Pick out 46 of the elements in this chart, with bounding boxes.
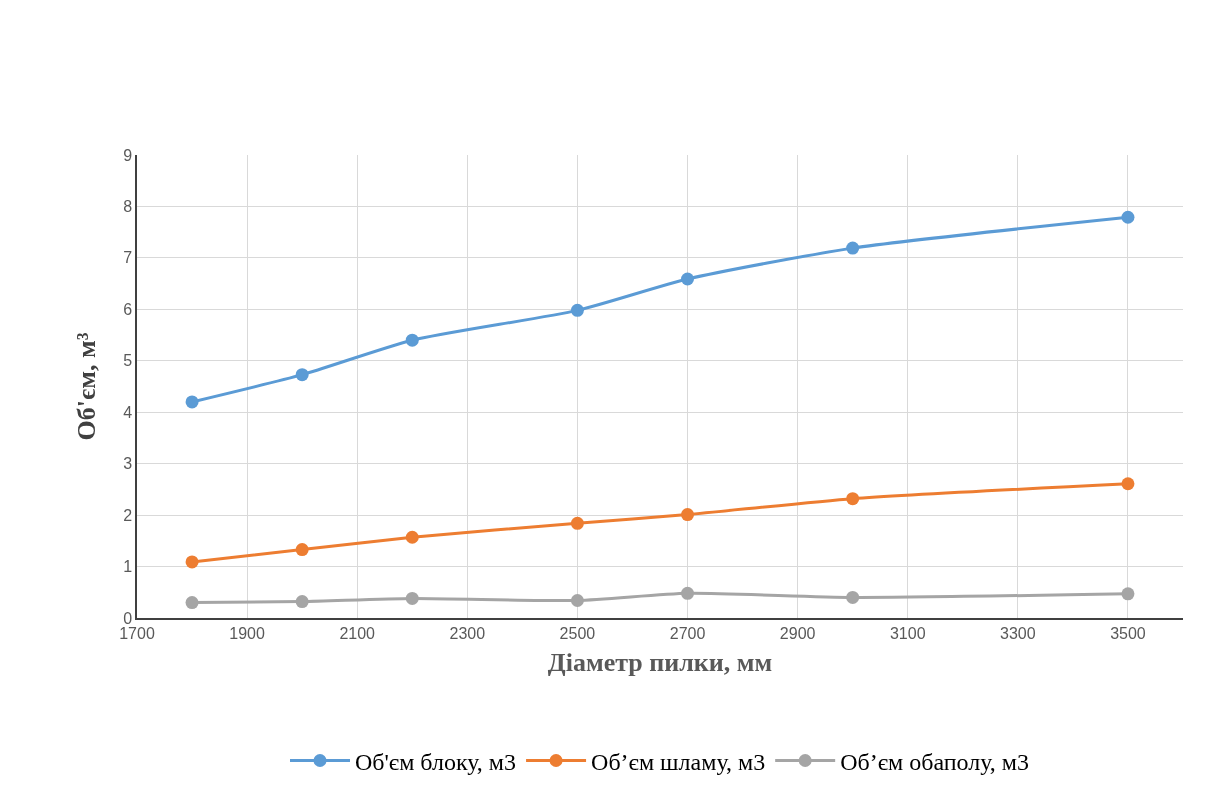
point: [405, 591, 419, 605]
y-tick-label: 3: [123, 455, 133, 473]
y-axis-title: Об'єм, м³: [72, 332, 102, 441]
y-tick-label: 9: [123, 146, 133, 164]
y-tick-label: 0: [123, 609, 133, 627]
point: [570, 594, 584, 607]
y-tick-label: 1: [123, 558, 133, 576]
x-tick-label: 3300: [1000, 624, 1036, 642]
point: [185, 395, 199, 409]
point: [295, 368, 309, 382]
legend-label: Об'єм блоку, м3: [355, 748, 517, 775]
point: [681, 586, 695, 600]
point: [1121, 477, 1135, 491]
point: [846, 241, 860, 255]
x-tick-label: 2300: [449, 624, 486, 642]
y-tick-label: 8: [123, 198, 133, 216]
legend-label: Об’єм обаполу, м3: [840, 748, 1030, 775]
x-tick-label: 2100: [339, 624, 376, 642]
point: [185, 555, 199, 569]
point: [846, 590, 860, 604]
x-axis-title: Діаметр пилки, мм: [547, 648, 773, 678]
point: [570, 516, 584, 530]
point: [681, 508, 695, 522]
point: [295, 595, 309, 609]
x-tick-label: 3100: [889, 624, 926, 642]
y-tick-label: 2: [123, 506, 133, 524]
point: [405, 333, 419, 347]
x-tick-label: 1900: [229, 624, 266, 642]
point: [570, 303, 584, 317]
y-tick-label: 7: [123, 249, 133, 267]
x-tick-label: 2700: [669, 624, 706, 642]
legend-label: Об’єм шламу, м3: [591, 748, 766, 775]
x-tick-label: 3500: [1110, 624, 1146, 642]
point: [846, 492, 860, 506]
point: [681, 272, 695, 286]
point: [405, 530, 419, 544]
point: [1121, 587, 1135, 601]
point: [295, 543, 309, 557]
y-tick-label: 6: [123, 300, 133, 318]
x-tick-label: 2500: [559, 624, 596, 642]
y-tick-label: 4: [123, 403, 133, 421]
point: [1121, 210, 1135, 224]
x-tick-label: 2900: [779, 624, 816, 642]
point: [185, 596, 199, 610]
x-tick-label: 1700: [119, 624, 155, 642]
y-tick-label: 5: [123, 352, 133, 370]
